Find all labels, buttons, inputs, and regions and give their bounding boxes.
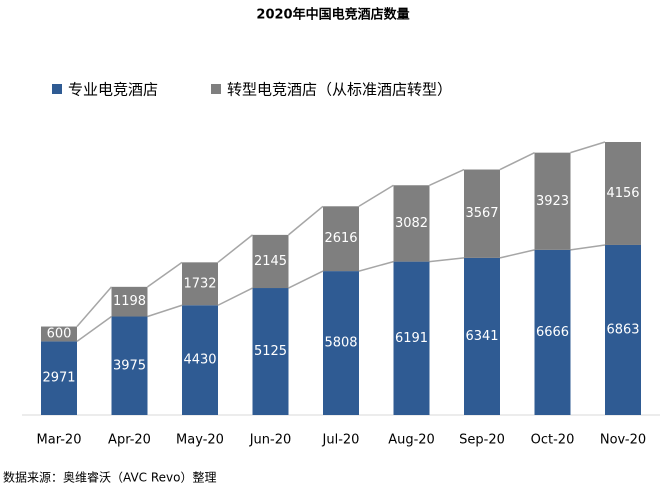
x-tick-label: Apr-20 xyxy=(108,433,151,448)
connector xyxy=(499,151,535,171)
bar xyxy=(393,185,430,262)
value-label: 1732 xyxy=(183,276,216,291)
value-label: 4430 xyxy=(183,353,216,368)
value-label: 2971 xyxy=(42,371,75,386)
connector xyxy=(358,184,394,207)
value-label: 3923 xyxy=(536,194,569,209)
value-label: 600 xyxy=(47,326,72,341)
value-label: 5125 xyxy=(254,344,287,359)
x-tick-label: Jun-20 xyxy=(249,433,292,448)
connector xyxy=(76,315,112,343)
connector xyxy=(76,286,113,328)
bar xyxy=(41,341,77,415)
value-label: 4156 xyxy=(606,186,639,201)
bar xyxy=(534,152,571,250)
legend-label: 专业电竞酒店 xyxy=(68,81,158,99)
value-label: 6341 xyxy=(465,329,498,344)
value-label: 1198 xyxy=(113,294,146,309)
bar xyxy=(111,286,148,317)
bar xyxy=(393,261,430,415)
value-label: 6666 xyxy=(536,325,569,340)
bar xyxy=(464,257,500,415)
connector xyxy=(147,304,183,318)
value-label: 6863 xyxy=(606,322,639,337)
connector xyxy=(217,287,253,306)
bar xyxy=(252,288,289,415)
bar xyxy=(182,305,218,415)
source-note: 数据来源：奥维睿沃（AVC Revo）整理 xyxy=(3,470,216,485)
connector xyxy=(288,270,324,289)
x-tick-label: Mar-20 xyxy=(37,433,82,448)
x-tick-label: Nov-20 xyxy=(600,433,646,448)
bar xyxy=(252,234,289,289)
bar xyxy=(464,169,500,258)
value-label: 3567 xyxy=(465,206,498,221)
x-tick-label: Aug-20 xyxy=(388,433,435,448)
x-tick-label: Sep-20 xyxy=(459,433,505,448)
bar xyxy=(41,326,77,342)
bar xyxy=(534,249,571,415)
value-label: 3975 xyxy=(113,358,146,373)
bar xyxy=(605,244,641,415)
chart-title: 2020年中国电竞酒店数量 xyxy=(256,7,409,23)
bar xyxy=(323,206,359,272)
value-label: 6191 xyxy=(395,331,428,346)
value-label: 2145 xyxy=(254,254,287,269)
value-label: 3082 xyxy=(395,216,428,231)
legend-label: 转型电竞酒店（从标准酒店转型） xyxy=(227,81,452,99)
bar xyxy=(111,316,148,415)
x-tick-label: Oct-20 xyxy=(531,433,575,448)
connector xyxy=(288,205,324,236)
value-label: 5808 xyxy=(324,336,357,351)
value-label: 2616 xyxy=(324,231,357,246)
x-tick-label: May-20 xyxy=(176,433,224,448)
connector xyxy=(570,244,606,251)
connector xyxy=(499,249,535,259)
bar xyxy=(182,262,218,306)
connector xyxy=(217,234,253,263)
legend-swatch xyxy=(52,84,62,94)
connector xyxy=(429,168,465,186)
connector xyxy=(429,257,465,263)
connector xyxy=(570,141,606,154)
bar xyxy=(323,271,359,415)
x-tick-label: Jul-20 xyxy=(322,433,360,448)
connector xyxy=(147,261,183,288)
legend-swatch xyxy=(211,84,221,94)
bar xyxy=(605,142,641,245)
connector xyxy=(358,260,394,272)
